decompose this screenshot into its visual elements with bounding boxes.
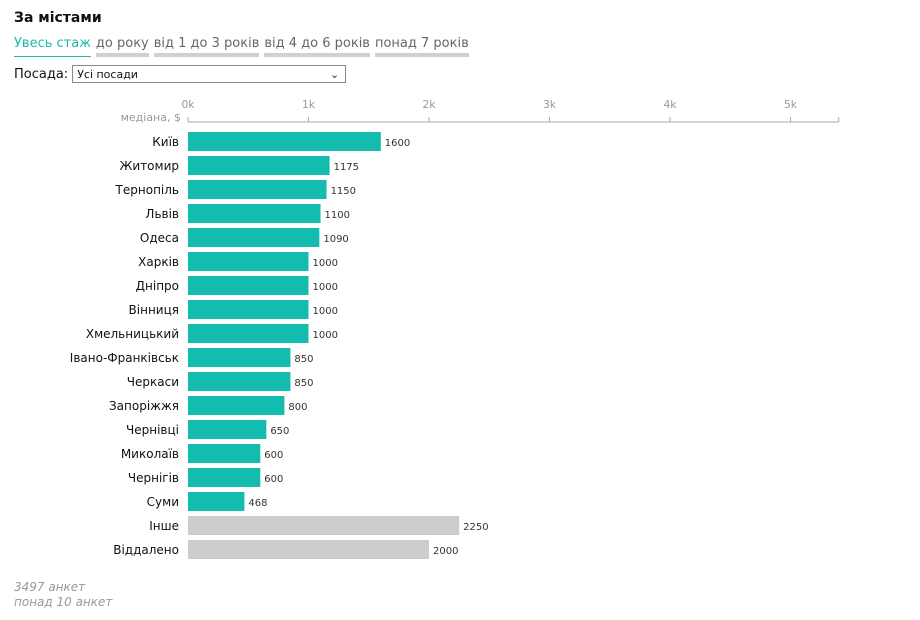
value-label: 600 [264,450,283,461]
value-label: 1000 [313,282,338,293]
value-label: 1000 [313,330,338,341]
value-label: 850 [294,378,313,389]
category-label: Дніпро [136,279,179,293]
value-label: 1150 [331,186,356,197]
bar [188,396,285,415]
x-tick-label: 2k [422,98,436,111]
value-label: 1600 [385,138,410,149]
min-responses-note: понад 10 анкет [14,595,113,609]
category-label: Івано-Франківськ [70,351,179,365]
value-label: 1100 [325,210,350,221]
category-label: Миколаїв [121,447,179,461]
value-label: 468 [248,498,267,509]
bar [188,252,309,271]
bar [188,492,245,511]
position-select-value: Усі посади [77,67,138,81]
category-label: Одеса [140,231,179,245]
category-label: Черкаси [127,375,179,389]
category-label: Київ [152,135,179,149]
x-tick-label: 1k [302,98,316,111]
bar [188,516,460,535]
category-label: Житомир [119,159,179,173]
x-tick-label: 0k [181,98,195,111]
value-label: 850 [294,354,313,365]
position-filter: Посада: Усі посади ⌄ [14,65,347,83]
bar [188,300,309,319]
tab-all-experience[interactable]: Увесь стаж [14,36,91,57]
category-label: Вінниця [129,303,179,317]
category-label: Чернігів [128,471,179,485]
chevron-down-icon: ⌄ [329,67,340,81]
bar [188,156,330,175]
bar-chart: 0k 1k 2k 3k 4k 5k медіана, $ Київ 1600 Житомир 117… [70,98,840,559]
x-tick-label: 4k [663,98,677,111]
bar [188,276,309,295]
position-select[interactable]: Усі посади ⌄ [72,65,347,83]
category-label: Львів [145,207,179,221]
bar [188,468,261,487]
bar [188,180,327,199]
value-label: 1175 [334,162,359,173]
bar [188,540,429,559]
bar [188,324,309,343]
value-label: 650 [270,426,289,437]
footer-notes: 3497 анкет понад 10 анкет [14,580,112,610]
value-label: 600 [264,474,283,485]
bar [188,204,321,223]
bar [188,444,261,463]
category-label: Суми [147,495,179,509]
category-label: Запоріжжя [109,399,179,413]
tab-4-to-6-years[interactable]: від 4 до 6 років [264,36,370,57]
tab-under-1-year[interactable]: до року [95,36,149,57]
bar [188,348,291,367]
value-label: 2000 [433,546,458,557]
position-filter-label: Посада: [14,66,69,82]
bar [188,132,381,151]
category-label: Чернівці [126,423,179,437]
tab-1-to-3-years[interactable]: від 1 до 3 років [153,36,260,57]
category-label: Віддалено [113,543,179,557]
tab-over-7-years[interactable]: понад 7 років [374,36,469,57]
chart-title: За містами [14,10,102,26]
value-label: 2250 [463,522,488,533]
experience-tabs: Увесь стаж до року від 1 до 3 років від … [14,36,469,57]
category-label: Харків [138,255,179,269]
value-label: 1000 [313,306,338,317]
value-label: 800 [288,402,307,413]
category-label: Інше [149,519,179,533]
x-axis-title: медіана, $ [121,111,181,124]
category-label: Тернопіль [115,183,179,197]
category-label: Хмельницький [86,327,179,341]
x-tick-label: 3k [543,98,557,111]
x-tick-label: 5k [784,98,798,111]
value-label: 1090 [323,234,348,245]
responses-count: 3497 анкет [14,580,86,594]
bar [188,228,320,247]
bar [188,372,291,391]
bar [188,420,267,439]
value-label: 1000 [313,258,338,269]
